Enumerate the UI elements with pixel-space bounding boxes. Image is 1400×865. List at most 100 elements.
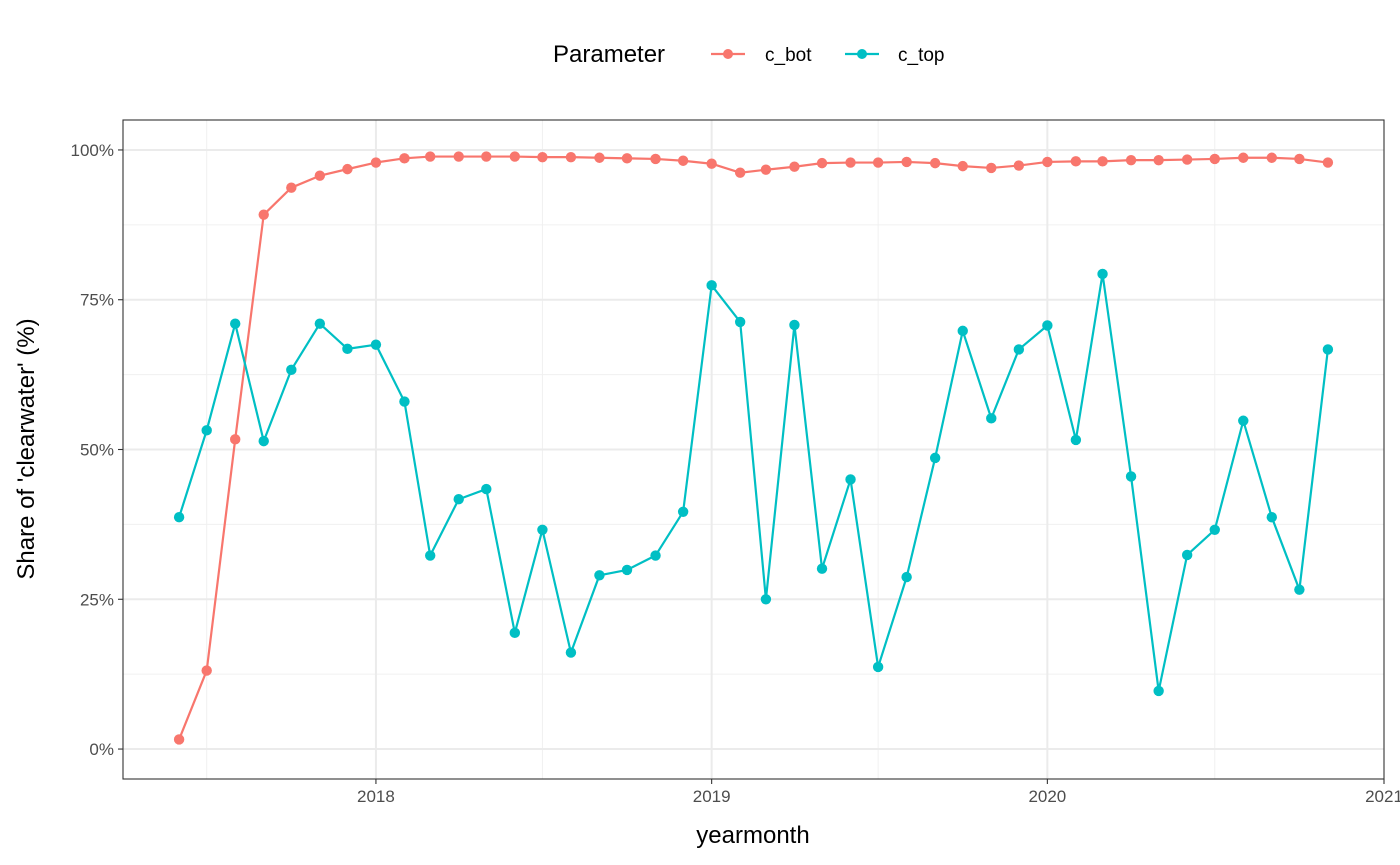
data-point: [370, 157, 382, 168]
data-point: [621, 564, 633, 576]
data-point: [230, 318, 241, 329]
series-c-top: [173, 268, 1334, 697]
data-point: [481, 151, 492, 162]
data-point: [901, 156, 912, 168]
data-point: [1013, 160, 1025, 171]
data-point: [1238, 152, 1249, 163]
y-tick-label: 25%: [80, 590, 114, 609]
legend-item-c-bot: c_bot: [711, 45, 812, 66]
data-point: [1209, 153, 1220, 165]
data-point: [929, 452, 941, 464]
legend-key-point-c-bot: [723, 49, 733, 59]
data-point: [760, 594, 772, 605]
data-point: [901, 571, 912, 583]
data-point: [677, 155, 689, 166]
legend-item-c-top: c_top: [845, 45, 944, 66]
data-point: [370, 339, 382, 350]
data-point: [173, 734, 185, 745]
data-point: [1294, 584, 1305, 595]
data-point: [734, 316, 746, 328]
data-point: [734, 167, 746, 178]
data-point: [1070, 156, 1082, 167]
data-point: [621, 153, 633, 164]
data-point: [872, 157, 884, 168]
data-point: [1294, 153, 1305, 165]
legend-title: Parameter: [553, 41, 665, 68]
grid-major: [123, 120, 1384, 779]
series-layer: [173, 151, 1334, 745]
data-point: [1266, 152, 1277, 163]
data-point: [565, 647, 577, 658]
data-point: [816, 157, 828, 169]
data-point: [1013, 344, 1025, 355]
data-point: [816, 563, 828, 574]
data-point: [1097, 268, 1108, 280]
data-point: [201, 665, 212, 676]
data-point: [399, 396, 410, 407]
data-point: [1042, 156, 1053, 168]
data-point: [929, 157, 941, 169]
x-tick-label: 2019: [693, 787, 731, 806]
data-point: [1125, 154, 1137, 166]
data-point: [342, 343, 353, 355]
data-point: [1153, 685, 1164, 697]
data-point: [706, 280, 717, 291]
data-point: [760, 164, 772, 175]
legend-label-c-bot: c_bot: [765, 45, 812, 66]
data-point: [706, 158, 717, 169]
y-tick-label: 0%: [89, 740, 114, 759]
data-point: [594, 570, 605, 581]
data-point: [594, 152, 605, 163]
data-point: [286, 182, 297, 193]
data-point: [481, 483, 492, 495]
data-point: [1238, 415, 1249, 426]
data-point: [1322, 344, 1334, 355]
legend-label-c-top: c_top: [898, 45, 944, 66]
data-point: [1181, 154, 1193, 165]
data-point: [789, 161, 800, 172]
x-tick-label: 2020: [1028, 787, 1066, 806]
data-point: [986, 162, 997, 174]
data-point: [537, 524, 548, 535]
data-point: [453, 494, 464, 505]
data-point: [425, 151, 436, 162]
data-point: [453, 151, 464, 162]
data-point: [845, 474, 856, 485]
data-point: [342, 163, 353, 175]
data-point: [1125, 471, 1137, 482]
y-tick-label: 75%: [80, 291, 114, 310]
data-point: [565, 151, 577, 163]
data-point: [1042, 320, 1053, 331]
data-point: [957, 160, 968, 172]
data-point: [845, 157, 856, 168]
data-point: [399, 153, 410, 164]
data-point: [509, 627, 521, 639]
data-point: [1097, 156, 1108, 167]
data-point: [1181, 549, 1193, 561]
x-tick-label: 2021: [1365, 787, 1400, 806]
y-axis: 0% 25% 50% 75% 100%: [71, 141, 123, 759]
data-point: [1153, 154, 1164, 166]
data-point: [173, 511, 185, 523]
data-point: [230, 434, 241, 445]
data-point: [677, 506, 689, 518]
data-point: [1209, 524, 1220, 535]
x-axis: 2018 2019 2020 2021: [357, 779, 1400, 806]
data-point: [286, 364, 297, 376]
data-point: [1322, 157, 1334, 168]
series-c-bot: [173, 151, 1334, 745]
data-point: [1266, 511, 1277, 523]
data-point: [1070, 434, 1082, 446]
data-point: [650, 153, 661, 165]
y-axis-title: Share of 'clearwater' (%): [13, 318, 40, 579]
data-point: [258, 209, 269, 220]
data-point: [425, 550, 436, 561]
x-axis-title: yearmonth: [696, 822, 809, 849]
data-point: [258, 435, 269, 447]
data-point: [986, 413, 997, 424]
legend: Parameter c_bot c_top: [553, 41, 944, 68]
data-point: [314, 318, 326, 329]
data-point: [314, 170, 326, 181]
y-tick-label: 50%: [80, 441, 114, 460]
